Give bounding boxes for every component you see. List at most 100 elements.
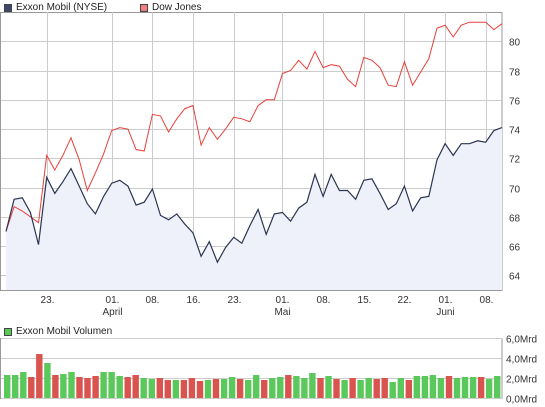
x-tick-label: 08. (146, 295, 160, 306)
volume-bar (485, 379, 493, 398)
x-month-label: Juni (436, 307, 454, 318)
volume-bar (84, 378, 91, 398)
x-tick-label: 01. (106, 295, 120, 306)
volume-bar (12, 375, 19, 398)
volume-bar (381, 378, 388, 398)
volume-bar (188, 378, 196, 398)
volume-bar (277, 377, 284, 398)
xom-line (5, 127, 503, 264)
x-tick-label: 15. (358, 295, 372, 306)
volume-bar (132, 375, 139, 398)
y-tick-label: 78 (509, 68, 521, 79)
x-tick-label: 08. (480, 295, 494, 306)
volume-bar (236, 379, 244, 398)
xom-legend-label: Exxon Mobil (NYSE) (16, 2, 108, 13)
volume-bar (148, 379, 155, 398)
volume-bar (445, 376, 453, 398)
volume-bar (228, 377, 236, 398)
dow-legend-label: Dow Jones (152, 2, 202, 13)
volume-bar (253, 375, 260, 398)
volume-bar (349, 378, 356, 398)
volume-bar (172, 380, 180, 398)
volume-bar (301, 378, 308, 398)
x-tick-label: 16. (187, 295, 201, 306)
y-tick-label: 80 (509, 38, 521, 49)
dow-line (5, 21, 503, 232)
legend-volume: Exxon Mobil Volumen (4, 326, 112, 337)
x-tick-label: 01. (439, 295, 453, 306)
y-tick-label: 66 (509, 243, 521, 254)
x-tick-label: 01. (276, 295, 290, 306)
volume-y-tick-label: 4,0Mrd (506, 355, 537, 366)
x-tick-label: 23. (41, 295, 55, 306)
volume-bar (421, 376, 429, 398)
volume-bar (469, 377, 477, 398)
volume-bar (140, 378, 147, 398)
volume-bar (204, 380, 212, 398)
volume-bar (220, 379, 228, 398)
main-chart-area (5, 21, 503, 290)
y-tick-label: 64 (509, 272, 521, 283)
volume-bar (269, 378, 276, 398)
volume-bar (317, 378, 324, 398)
x-tick-label: 23. (228, 295, 242, 306)
volume-bar (405, 380, 412, 398)
volume-bar (261, 380, 268, 398)
volume-bar (357, 380, 364, 398)
volume-bar (309, 373, 316, 398)
volume-bar (156, 378, 163, 398)
legend-dow: Dow Jones (140, 2, 201, 13)
volume-bar (116, 376, 123, 398)
volume-bar (365, 378, 372, 398)
volume-y-tick-label: 0,0Mrd (506, 395, 537, 406)
dow-legend-swatch (140, 3, 148, 12)
volume-bar (36, 354, 43, 398)
y-tick-label: 72 (509, 155, 521, 166)
volume-bar (341, 380, 348, 398)
volume-bar (212, 379, 220, 398)
y-tick-label: 70 (509, 185, 521, 196)
volume-bar (68, 372, 75, 398)
volume-bar (60, 374, 67, 398)
xom-area-fill (6, 127, 502, 290)
legend-xom: Exxon Mobil (NYSE) (4, 2, 107, 13)
y-tick-label: 74 (509, 126, 521, 137)
volume-bar (44, 363, 51, 398)
volume-bar (429, 375, 437, 398)
volume-legend-swatch (4, 327, 12, 336)
volume-bar (461, 377, 469, 398)
volume-bar (285, 375, 292, 398)
volume-bar (124, 377, 131, 398)
volume-bar (28, 377, 35, 398)
volume-legend-label: Exxon Mobil Volumen (16, 326, 113, 337)
volume-y-tick-label: 2,0Mrd (506, 375, 537, 386)
x-tick-label: 22. (398, 295, 412, 306)
volume-y-tick-label: 6,0Mrd (506, 335, 537, 346)
volume-bar (52, 375, 59, 398)
volume-bars (4, 354, 501, 398)
volume-bar (180, 380, 188, 398)
volume-bar (293, 376, 300, 398)
volume-bar (389, 382, 396, 398)
volume-bar (76, 377, 83, 398)
volume-bar (453, 378, 461, 398)
volume-bar (4, 375, 11, 398)
x-month-label: Mai (274, 307, 290, 318)
volume-bar (100, 372, 107, 398)
x-month-label: April (102, 307, 122, 318)
volume-bar (164, 380, 171, 398)
volume-bar (373, 379, 380, 398)
volume-bar (325, 376, 332, 398)
xom-legend-swatch (4, 3, 12, 12)
volume-bar (494, 376, 501, 398)
volume-bar (437, 378, 445, 398)
volume-bar (413, 376, 420, 398)
volume-bar (20, 372, 27, 398)
x-tick-label: 08. (317, 295, 331, 306)
volume-bar (92, 376, 99, 398)
volume-chart-axes: 0,0Mrd 2,0Mrd 4,0Mrd 6,0Mrd (506, 335, 537, 406)
volume-bar (477, 377, 485, 398)
y-tick-label: 68 (509, 214, 521, 225)
